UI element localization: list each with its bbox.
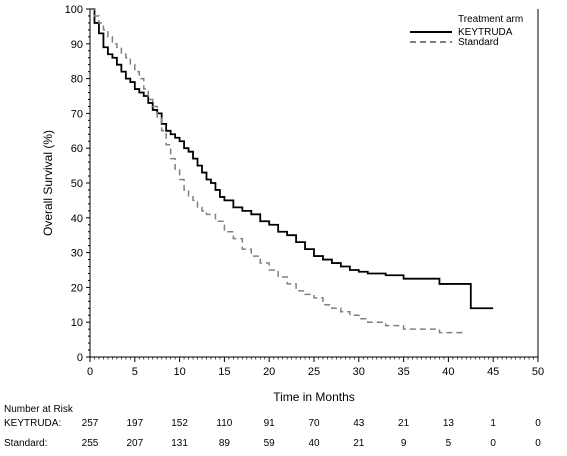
x-axis-label: Time in Months [273, 390, 355, 404]
x-tick-label: 15 [218, 366, 230, 378]
risk-value: 13 [442, 418, 454, 429]
x-tick-label: 0 [87, 366, 93, 378]
risk-value: 197 [126, 418, 144, 429]
axis-ticks: 0 10 20 30 40 50 60 70 80 90 100 0 5 10 15 20 25 30 35 40 45… [65, 4, 544, 378]
y-tick-label: 40 [71, 213, 83, 225]
y-tick-label: 80 [71, 74, 83, 86]
survival-curve-standard [90, 8, 467, 334]
y-axis-label: Overall Survival (%) [41, 130, 55, 236]
risk-value: 207 [126, 438, 144, 449]
x-tick-label: 20 [263, 366, 275, 378]
risk-value: 0 [490, 438, 496, 449]
survival-curve-keytruda [90, 8, 494, 310]
risk-row-label: Standard: [4, 438, 48, 449]
y-tick-label: 60 [71, 143, 83, 155]
y-tick-label: 90 [71, 39, 83, 51]
x-tick-label: 5 [132, 366, 138, 378]
legend-label-keytruda: KEYTRUDA [458, 27, 513, 38]
y-tick-label: 20 [71, 282, 83, 294]
risk-value: 0 [535, 438, 541, 449]
legend-title: Treatment arm [458, 14, 523, 25]
risk-table-title: Number at Risk [4, 404, 73, 415]
risk-value: 59 [263, 438, 275, 449]
x-tick-label: 50 [532, 366, 544, 378]
y-tick-label: 100 [65, 4, 83, 16]
risk-row-standard: Standard: 255 207 131 89 59 40 21 9 5 0 0 [0, 438, 567, 452]
risk-value: 40 [308, 438, 320, 449]
x-tick-label: 10 [173, 366, 185, 378]
risk-value: 152 [171, 418, 188, 429]
risk-value: 257 [81, 418, 99, 429]
y-tick-label: 30 [71, 248, 83, 260]
risk-value: 70 [308, 418, 320, 429]
risk-value: 9 [400, 438, 407, 449]
legend-label-standard: Standard [458, 37, 499, 48]
risk-value: 255 [81, 438, 99, 449]
risk-value: 1 [490, 418, 496, 429]
legend: Treatment arm KEYTRUDA Standard [410, 14, 523, 48]
risk-value: 110 [216, 418, 233, 429]
risk-row-keytruda: KEYTRUDA: 257 197 152 110 91 70 43 21 13 1 0 [0, 418, 567, 432]
risk-value: 43 [353, 418, 365, 429]
risk-value: 131 [171, 438, 188, 449]
risk-value: 89 [218, 438, 230, 449]
risk-value: 21 [398, 418, 410, 429]
x-tick-label: 40 [442, 366, 454, 378]
y-tick-label: 10 [71, 317, 83, 329]
x-tick-label: 30 [353, 366, 365, 378]
risk-value: 5 [445, 438, 452, 449]
series-lines [90, 8, 494, 334]
y-tick-label: 50 [71, 178, 83, 190]
x-tick-label: 25 [308, 366, 320, 378]
risk-value: 21 [353, 438, 365, 449]
risk-value: 0 [535, 418, 541, 429]
x-tick-label: 35 [397, 366, 409, 378]
y-tick-label: 0 [77, 352, 83, 364]
risk-value: 91 [263, 418, 275, 429]
y-tick-label: 70 [71, 108, 83, 120]
risk-row-label: KEYTRUDA: [4, 418, 62, 429]
x-tick-label: 45 [487, 366, 499, 378]
